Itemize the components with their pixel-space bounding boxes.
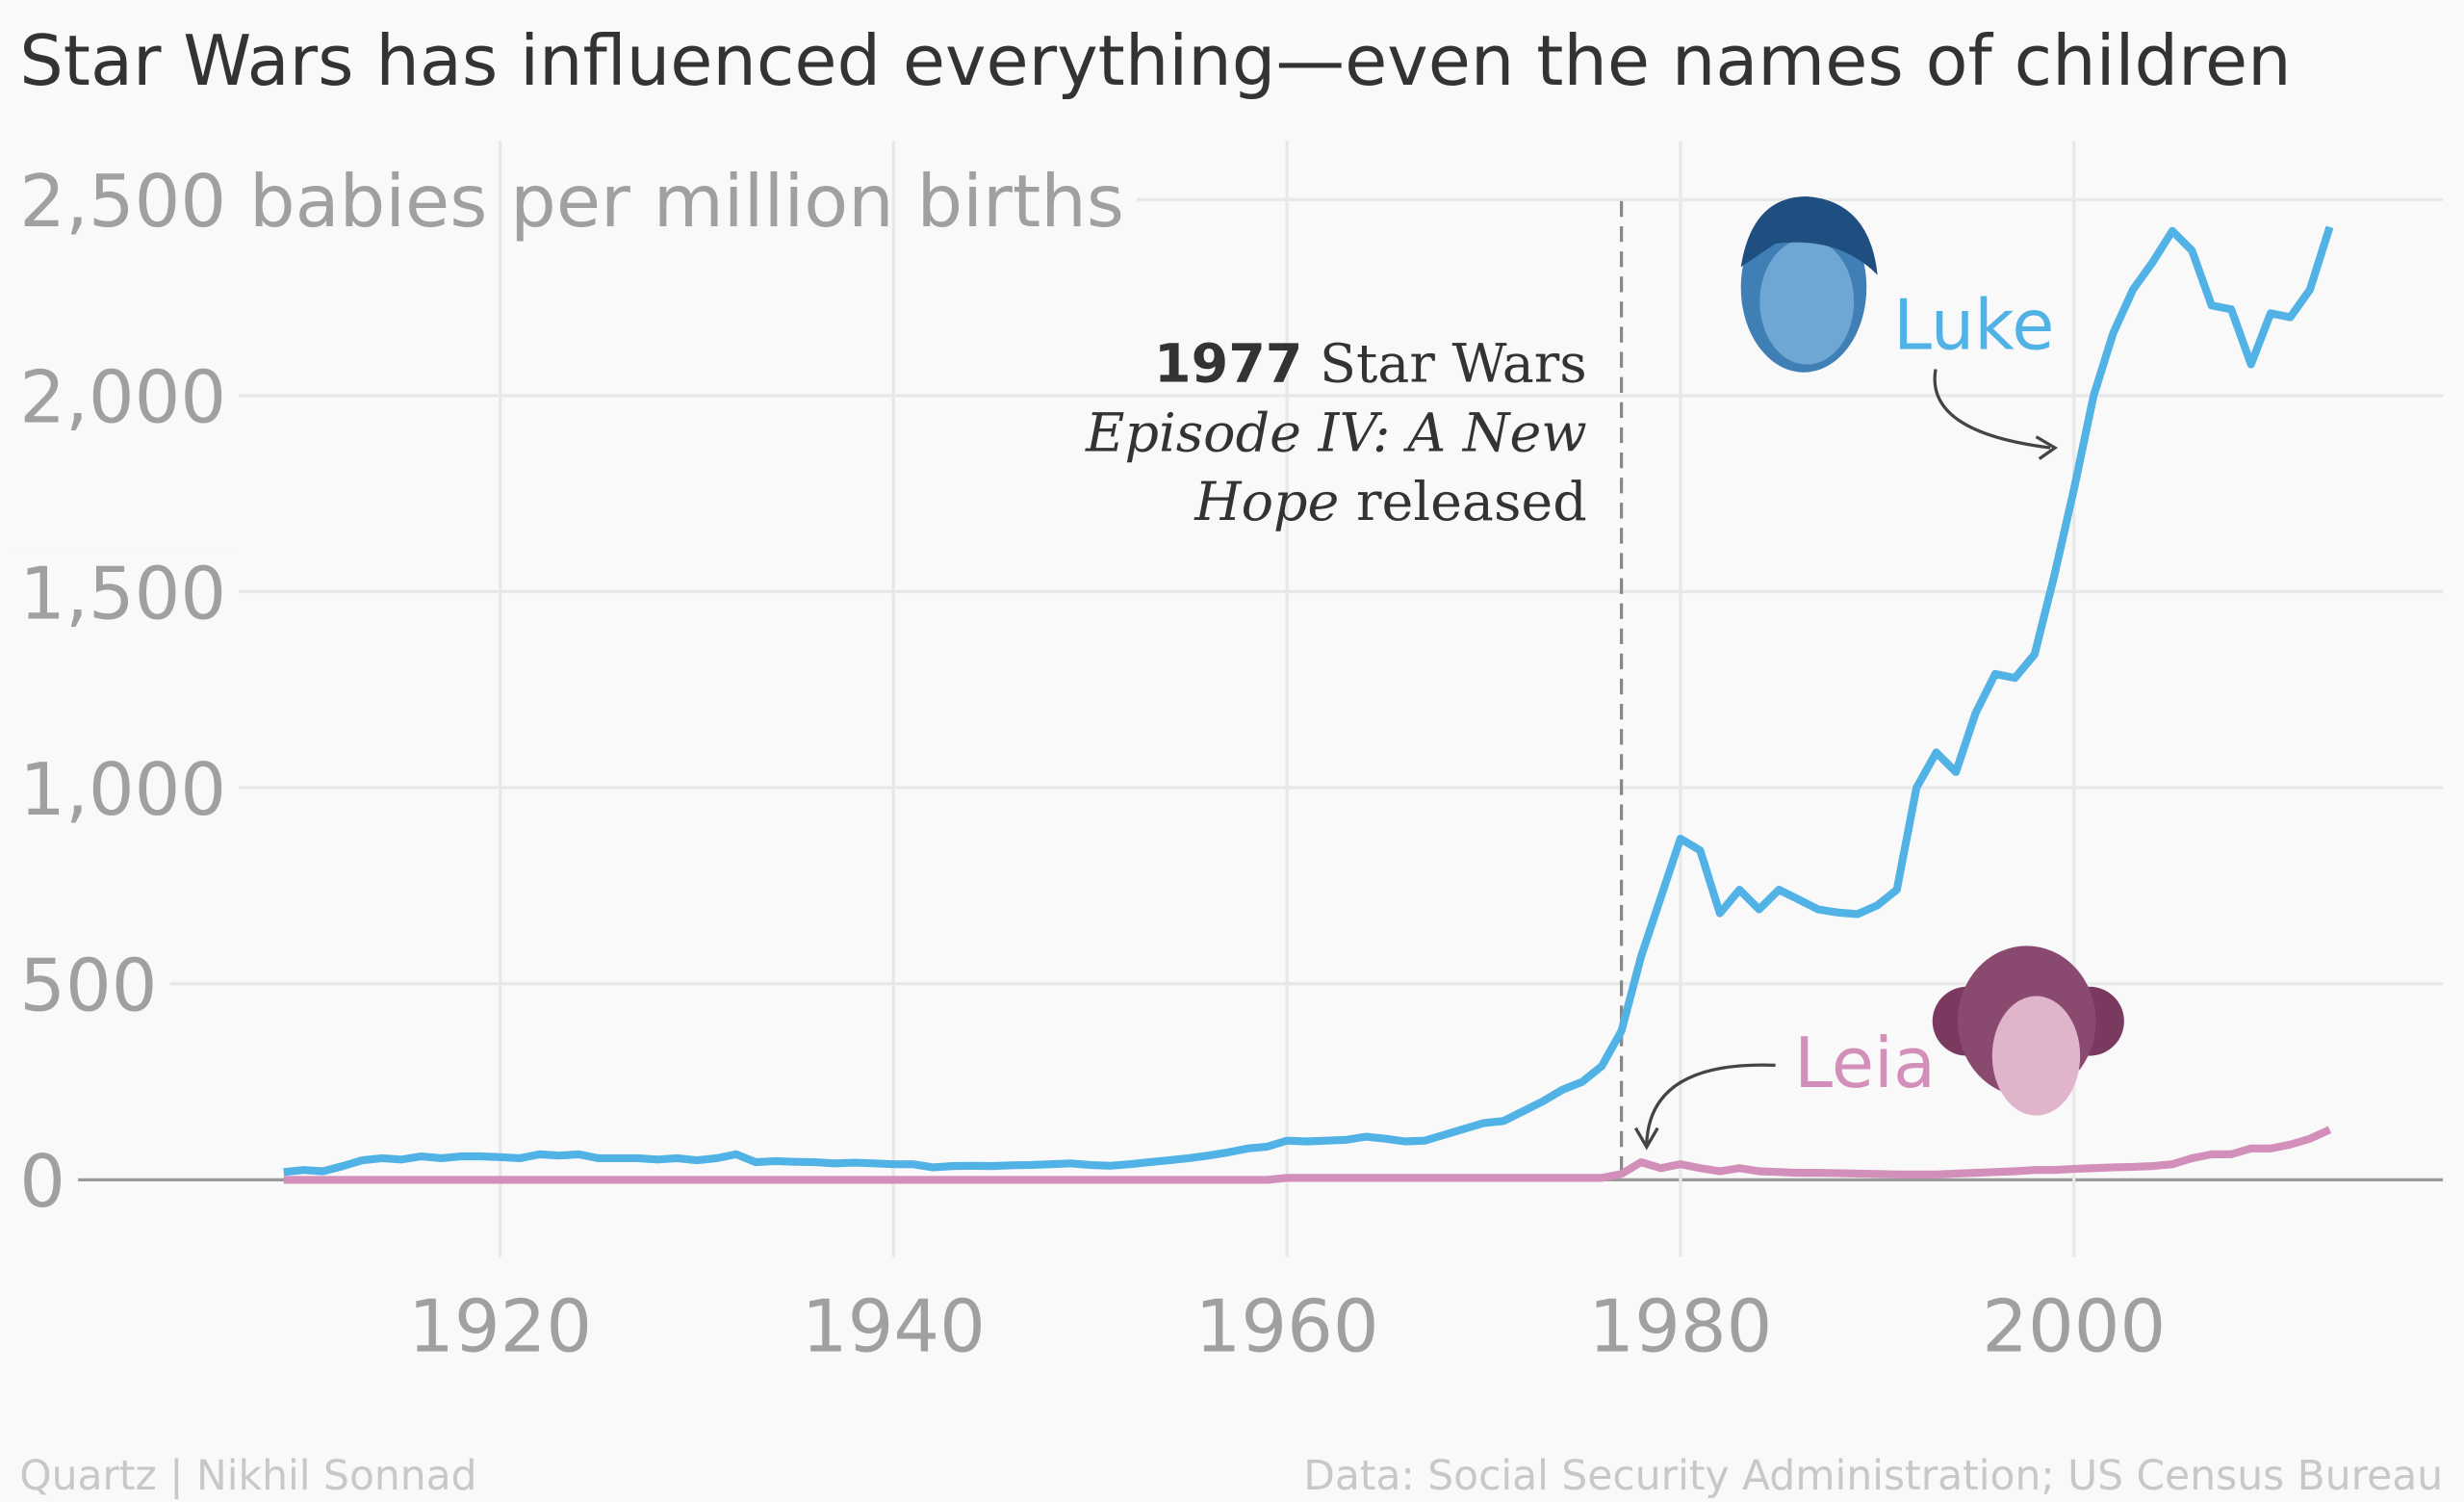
luke-face <box>1740 195 1878 373</box>
luke-arrow <box>1933 369 2051 450</box>
annotation-line2: Episode IV: A New <box>1085 402 1587 464</box>
label-bg <box>13 159 1138 245</box>
series-label: Leia <box>1794 1023 1936 1103</box>
annotation: 1977 Star Wars <box>1154 334 1587 396</box>
grid: 0 500 1,000 1,500 2,000 2,500 babies per mill… <box>13 141 2444 1368</box>
series-label: Luke <box>1893 284 2054 365</box>
luke-arrowhead <box>2035 435 2059 460</box>
x-tick-label: 1940 <box>802 1283 986 1368</box>
y-tick-label: 1,000 <box>19 747 226 832</box>
x-tick-label: 1920 <box>408 1283 592 1368</box>
label-bg <box>13 943 170 1028</box>
label-bg <box>13 551 240 636</box>
y-tick-label: 0 <box>19 1139 65 1224</box>
x-tick-label: 1960 <box>1195 1283 1379 1368</box>
marks <box>283 200 2334 1184</box>
source-left: Quartz | Nikhil Sonnad <box>19 1453 476 1500</box>
annotation-italic: Hope <box>1194 472 1339 533</box>
y-tick-label: 2,500 babies per million births <box>19 159 1124 244</box>
chart-title: Star Wars has influenced everything—even… <box>19 20 2291 101</box>
annotation-released: released <box>1339 472 1586 533</box>
annotation-line3: Hope released <box>1194 472 1587 533</box>
y-tick-label: 2,000 <box>19 355 226 440</box>
annotation-text: Star Wars <box>1302 334 1586 396</box>
label-bg <box>13 746 240 832</box>
label-bg <box>13 1139 79 1225</box>
leia-arrow <box>1645 1063 1776 1145</box>
leia-face <box>1932 945 2124 1116</box>
label-bg <box>13 354 240 440</box>
leia-arrowhead <box>1633 1126 1659 1151</box>
x-tick-label: 1980 <box>1588 1283 1772 1368</box>
y-tick-label: 1,500 <box>19 551 226 635</box>
y-tick-label: 500 <box>19 944 157 1028</box>
series-line <box>283 1126 2332 1184</box>
series-line <box>283 225 2334 1177</box>
annotation-year: 1977 <box>1154 334 1302 396</box>
x-tick-label: 2000 <box>1982 1283 2166 1368</box>
source-right: Data: Social Security Administration; US… <box>1303 1453 2443 1500</box>
